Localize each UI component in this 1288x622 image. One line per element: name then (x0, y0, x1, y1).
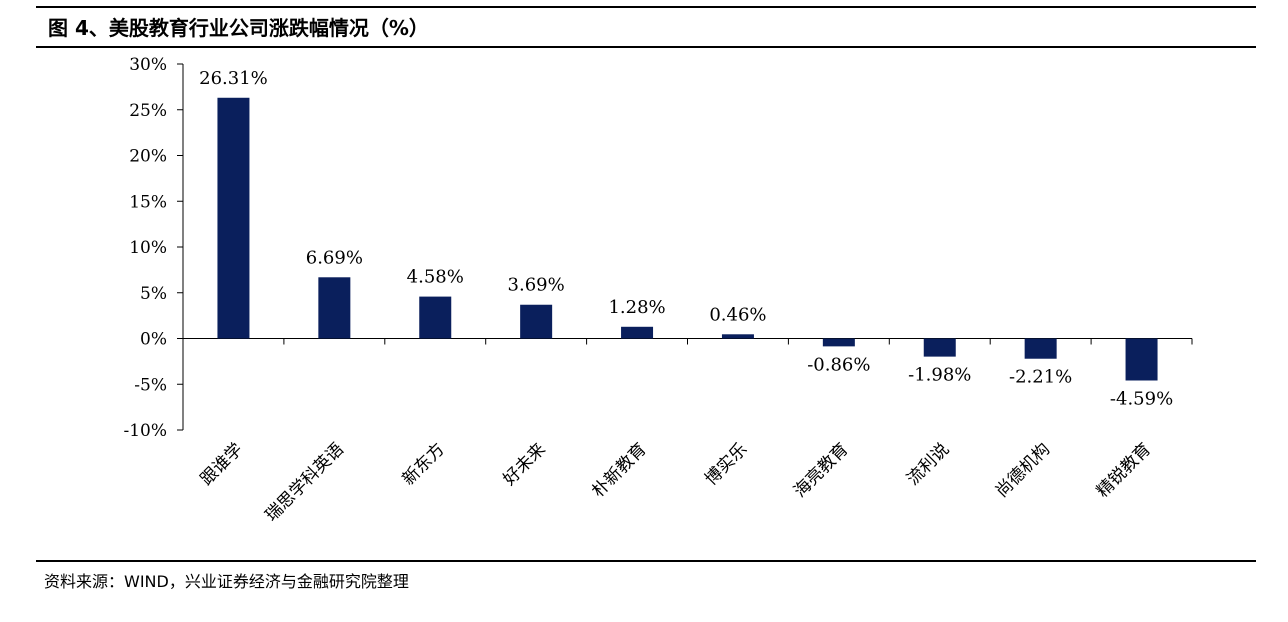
data-label: -2.21% (1009, 367, 1072, 388)
source-note: 资料来源：WIND，兴业证券经济与金融研究院整理 (44, 572, 409, 591)
category-label: 好未来 (499, 439, 549, 489)
y-tick-label: -10% (123, 421, 167, 441)
y-tick-label: 15% (129, 192, 167, 212)
bar (721, 334, 754, 339)
data-label: 3.69% (508, 275, 565, 296)
data-label: -1.98% (908, 365, 971, 386)
category-label: 精锐教育 (1093, 439, 1155, 501)
title-bottom-rule (36, 46, 1256, 48)
bar-chart: -10% -5% 0% 5% 10% 15% 20% 25% 30% 26.31% 跟谁学 6.69%… (123, 55, 1193, 526)
bar (822, 338, 855, 347)
data-label: 1.28% (608, 297, 665, 318)
data-label: 0.46% (709, 304, 766, 325)
bar (621, 326, 654, 339)
data-label: 26.31% (199, 68, 268, 89)
bar (1125, 338, 1158, 381)
y-tick-label: 5% (140, 284, 167, 304)
data-label: -4.59% (1110, 388, 1173, 409)
bar (1024, 338, 1057, 359)
data-label: -0.86% (807, 354, 870, 375)
category-label: 流利说 (903, 439, 953, 489)
data-label: 6.69% (306, 247, 363, 268)
category-label: 海亮教育 (790, 439, 852, 501)
figure-title-bar: 图 4、美股教育行业公司涨跌幅情况（%） (36, 0, 1256, 48)
bar (419, 296, 452, 339)
bar (217, 97, 250, 339)
source-rule (36, 560, 1256, 562)
y-tick-label: 10% (129, 238, 167, 258)
category-label: 朴新教育 (588, 439, 650, 501)
category-label: 跟谁学 (197, 439, 247, 489)
source-bar: 资料来源：WIND，兴业证券经济与金融研究院整理 (36, 560, 1256, 600)
bar (318, 277, 351, 339)
bar (923, 338, 956, 357)
title-top-rule (36, 6, 1256, 8)
y-tick-label: -5% (134, 375, 167, 395)
category-label: 博实乐 (701, 439, 751, 489)
category-label: 瑞思学科英语 (262, 439, 348, 525)
data-label: 4.58% (407, 267, 464, 288)
y-tick-label: 0% (140, 330, 167, 350)
y-tick-label: 25% (129, 101, 167, 121)
category-label: 尚德机构 (992, 439, 1054, 501)
y-tick-label: 20% (129, 147, 167, 167)
figure-title: 图 4、美股教育行业公司涨跌幅情况（%） (48, 16, 429, 40)
y-tick-label: 30% (129, 55, 167, 75)
bar (520, 304, 553, 339)
category-label: 新东方 (399, 439, 449, 489)
